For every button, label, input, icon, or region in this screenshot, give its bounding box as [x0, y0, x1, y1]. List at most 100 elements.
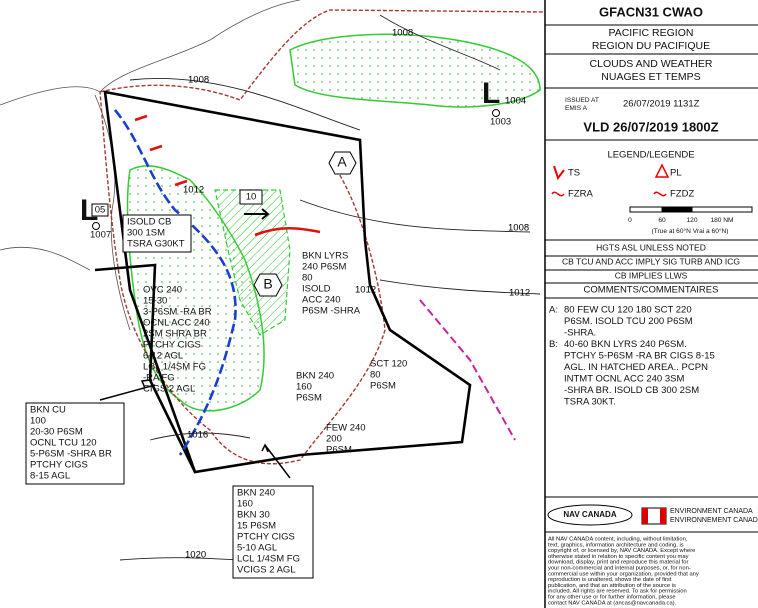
weather-label: -RA FG	[143, 373, 175, 384]
issued-label: ISSUED AT	[565, 97, 599, 104]
weather-label: 5-P6SM -SHRA BR	[30, 449, 112, 460]
weather-label: 8-15 AGL	[30, 471, 70, 482]
weather-label: 80	[302, 273, 313, 284]
note: HGTS ASL UNLESS NOTED	[596, 242, 706, 252]
area-marker	[328, 151, 357, 175]
copyright: your non-commercial and internal purpose…	[548, 566, 691, 572]
area-label: B	[263, 276, 272, 292]
weather-label: CIGS 2 AGL	[143, 384, 195, 395]
weather-label: OVC 240	[143, 285, 182, 296]
weather-label: ISOLD	[302, 284, 331, 295]
comment-line: -SHRA BR. ISOLD CB 300 2SM	[564, 385, 699, 396]
scale-bar	[661, 206, 693, 213]
pointer	[261, 443, 291, 479]
flag-band	[660, 508, 666, 524]
environment-canada: ENVIRONMENT CANADA	[670, 508, 753, 515]
region: REGION DU PACIFIQUE	[592, 40, 710, 52]
isobar-label: 1020	[185, 550, 206, 561]
nav-logo	[547, 504, 633, 526]
weather-label: 160	[237, 499, 253, 510]
comment-label: B:	[549, 339, 558, 350]
weather-label: 80	[370, 370, 381, 381]
weather-label: PTCHY CIGS	[237, 532, 295, 543]
comment-line: -SHRA.	[564, 328, 596, 339]
weather-label: BKN 240	[296, 371, 334, 382]
weather-label: BKN CU	[30, 405, 66, 416]
label-box	[122, 214, 192, 253]
product-code: GFACN31 CWAO	[599, 4, 703, 19]
speed-box	[91, 203, 109, 217]
isobar-label: 1016	[187, 430, 208, 441]
pointer	[99, 379, 156, 401]
pressure-value: 1007	[90, 230, 111, 241]
weather-label: OCNL TCU 120	[30, 438, 97, 449]
cloud-boundary	[99, 9, 546, 465]
weather-label: P6SM	[296, 393, 322, 404]
weather-label: BKN 30	[237, 510, 270, 521]
comment-line: PTCHY 5-P6SM -RA BR CIGS 8-15	[564, 351, 715, 362]
copyright: copyright of, or licensed by, NAV CANADA…	[548, 548, 695, 554]
legend-title: LEGEND/LEGENDE	[607, 150, 694, 161]
comment-line: INTMT OCNL ACC 240 3SM	[564, 374, 684, 385]
weather-label: VCIGS 2 AGL	[237, 565, 296, 576]
legend-item: PL	[670, 168, 682, 179]
weather-label: P6SM	[370, 381, 396, 392]
environment-canada: ENVIRONNEMENT CANADA	[670, 517, 758, 524]
scale-tick: 120	[686, 217, 697, 224]
speed: 05	[95, 205, 106, 216]
scale-tick: 0	[628, 217, 632, 224]
weather-label: OCNL ACC 240	[143, 318, 210, 329]
weather-label: 6-12 AGL	[143, 351, 183, 362]
scale-tick: 60	[658, 217, 666, 224]
copyright: commercial use within your organization,…	[548, 571, 699, 577]
nav-canada: NAV CANADA	[563, 510, 616, 519]
weather-label: PTCHY CIGS	[143, 340, 201, 351]
isobar-label: 1012	[355, 285, 376, 296]
weather-label: 100	[30, 416, 46, 427]
scale-tick: 180 NM	[710, 217, 733, 224]
isobar-label: 1012	[509, 288, 530, 299]
front	[114, 109, 237, 456]
weather-label: TSRA G30KT	[127, 239, 185, 250]
legend-item: FZDZ	[670, 189, 694, 200]
product: CLOUDS AND WEATHER	[590, 58, 713, 70]
copyright: publication, and that an attribution of …	[548, 583, 676, 589]
weather-label: 15 P6SM	[237, 521, 276, 532]
fzra-icon	[551, 191, 565, 197]
isobar-label: 1004	[505, 96, 526, 107]
area-boundary	[94, 263, 197, 473]
isobar-label: 1008	[508, 223, 529, 234]
copyright: text, graphics, information architecture…	[548, 542, 684, 548]
cloud-area	[289, 33, 541, 108]
weather-label: P6SM -SHRA	[302, 306, 361, 317]
weather-label: FEW 240	[326, 423, 366, 434]
ts-icon	[553, 165, 565, 181]
area-marker	[253, 273, 283, 297]
label-box	[25, 402, 125, 485]
trough	[419, 299, 516, 441]
hatched-area	[214, 189, 291, 336]
comments-title: COMMENTS/COMMENTAIRES	[584, 285, 719, 296]
weather-label: PTCHY CIGS	[30, 460, 88, 471]
copyright: otherwise stated in relation to specific…	[548, 554, 689, 560]
comment-label: A:	[549, 305, 558, 316]
comment-line: AGL. IN HATCHED AREA.. PCPN	[564, 362, 708, 373]
flag-band	[642, 508, 648, 524]
low-symbol: L	[482, 77, 500, 110]
weather-label: LCL 1/4SM FG	[237, 554, 300, 565]
weather-label: 240 P6SM	[302, 262, 346, 273]
low-center	[92, 222, 100, 230]
legend-item: TS	[568, 168, 580, 179]
weather-label: 5-10 AGL	[237, 543, 277, 554]
region: PACIFIC REGION	[609, 27, 694, 39]
weather-label: LCL 1/4SM FG	[143, 362, 206, 373]
comment-line: P6SM. ISOLD TCU 200 P6SM	[564, 316, 693, 327]
weather-label: ISOLD CB	[127, 217, 171, 228]
isobar-label: 1008	[188, 75, 209, 86]
weather-label: SCT 120	[370, 359, 407, 370]
pressure-value: 1003	[490, 117, 511, 128]
movement-box	[239, 189, 263, 205]
area-boundary	[103, 90, 472, 474]
isobar-label: 1008	[392, 28, 413, 39]
comment-line: TSRA 30KT.	[564, 397, 616, 408]
